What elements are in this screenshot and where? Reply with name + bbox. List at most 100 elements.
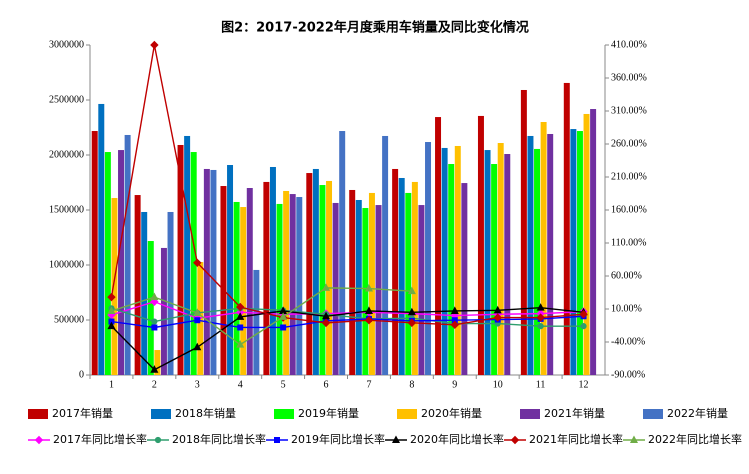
bar: [276, 203, 283, 375]
bar: [540, 122, 547, 375]
bar: [547, 133, 554, 375]
bar: [497, 143, 504, 375]
bar: [583, 113, 590, 375]
line-marker: [537, 323, 544, 330]
bar: [520, 89, 527, 376]
bar: [461, 183, 468, 375]
bar: [111, 198, 118, 375]
x-tick-label: 2: [152, 379, 157, 390]
bar: [448, 164, 455, 375]
line-marker: [321, 318, 331, 328]
bar: [590, 109, 597, 376]
legend-marker: [629, 435, 639, 443]
line-marker: [407, 307, 416, 316]
y2-tick-label: 410.00%: [611, 39, 647, 50]
legend-marker: [34, 435, 44, 445]
line-marker: [150, 292, 159, 301]
bar: [392, 168, 399, 375]
legend-marker: [510, 435, 520, 445]
bar: [375, 205, 382, 375]
line-marker: [580, 323, 587, 330]
line-marker: [107, 321, 116, 330]
x-tick-label: 11: [536, 379, 546, 390]
line-marker: [450, 320, 459, 330]
line-marker: [151, 318, 158, 325]
line-marker: [364, 316, 374, 325]
x-tick-label: 5: [281, 379, 286, 390]
legend-swatch: [397, 409, 417, 419]
bar: [227, 165, 234, 375]
bar: [177, 144, 184, 375]
y2-tick-label: 60.00%: [611, 270, 642, 281]
bar: [141, 211, 148, 375]
x-tick-label: 3: [195, 379, 200, 390]
bar: [240, 207, 247, 375]
legend-label: 2020年同比增长率: [410, 432, 504, 446]
legend-label: 2017年同比增长率: [53, 432, 147, 446]
bar: [332, 202, 339, 375]
line-marker: [150, 365, 159, 373]
legend-marker: [391, 435, 401, 443]
line-marker: [193, 258, 202, 268]
y2-tick-label: 260.00%: [611, 138, 647, 149]
x-tick-label: 7: [366, 379, 371, 390]
bar: [233, 201, 240, 375]
line-marker: [364, 283, 373, 292]
bar: [339, 131, 346, 375]
x-tick-label: 9: [452, 379, 457, 390]
bar: [312, 168, 319, 375]
bar: [418, 205, 425, 375]
bar: [534, 148, 541, 375]
line-marker: [236, 340, 245, 348]
bar: [441, 147, 448, 375]
bar: [576, 131, 583, 375]
bar: [504, 154, 511, 375]
bar: [491, 164, 498, 375]
bar: [118, 150, 125, 375]
bar: [349, 189, 356, 375]
bar: [368, 192, 375, 375]
legend-swatch: [643, 409, 663, 419]
x-tick-label: 1: [109, 379, 114, 390]
bar: [570, 129, 577, 375]
bar: [269, 166, 276, 375]
bar: [210, 169, 217, 375]
line-marker: [151, 324, 158, 331]
bar: [147, 241, 154, 375]
bar: [289, 194, 296, 375]
y-tick-label: 1000000: [49, 259, 84, 270]
legend-label: 2021年同比增长率: [529, 432, 623, 446]
line-marker: [194, 317, 201, 324]
line: [110, 44, 584, 326]
legend-label: 2018年同比增长率: [172, 432, 266, 446]
line: [111, 315, 584, 329]
legend-label: 2022年销量: [667, 406, 728, 420]
bar: [190, 152, 197, 375]
line-marker: [450, 306, 459, 314]
y2-tick-label: 160.00%: [611, 204, 647, 215]
legend-label: 2018年销量: [175, 406, 236, 420]
bar: [91, 131, 98, 375]
legend-label: 2020年销量: [421, 406, 482, 420]
legend-label: 2019年同比增长率: [291, 432, 385, 446]
y-tick-label: 2000000: [49, 149, 84, 160]
x-tick-label: 10: [493, 379, 503, 390]
bar: [319, 185, 326, 375]
bar: [411, 181, 418, 375]
legend-label: 2021年销量: [544, 406, 605, 420]
legend-swatch: [520, 409, 540, 419]
line-marker: [279, 312, 288, 320]
y2-tick-label: 360.00%: [611, 72, 647, 83]
legend-label: 2017年销量: [52, 406, 113, 420]
bar: [477, 115, 484, 375]
legend-swatch: [151, 409, 171, 419]
y-tick-label: 2500000: [49, 94, 84, 105]
line-marker: [193, 308, 202, 316]
y2-tick-label: -40.00%: [611, 336, 645, 347]
bar: [154, 350, 161, 375]
legend-swatch: [274, 409, 294, 419]
line-marker: [107, 306, 116, 314]
x-tick-label: 6: [324, 379, 329, 390]
line-marker: [107, 292, 116, 302]
